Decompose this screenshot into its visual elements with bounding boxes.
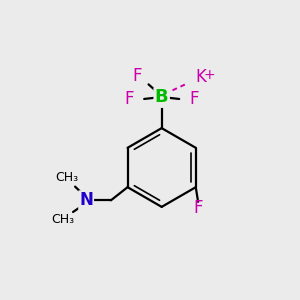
Text: F: F — [189, 90, 199, 108]
Text: F: F — [133, 67, 142, 85]
Text: N: N — [79, 191, 93, 209]
Text: K: K — [196, 68, 206, 86]
Text: B: B — [155, 88, 169, 106]
Text: F: F — [125, 90, 134, 108]
Text: CH₃: CH₃ — [56, 171, 79, 184]
Text: CH₃: CH₃ — [51, 213, 74, 226]
Text: +: + — [204, 68, 216, 82]
Text: F: F — [193, 199, 203, 217]
